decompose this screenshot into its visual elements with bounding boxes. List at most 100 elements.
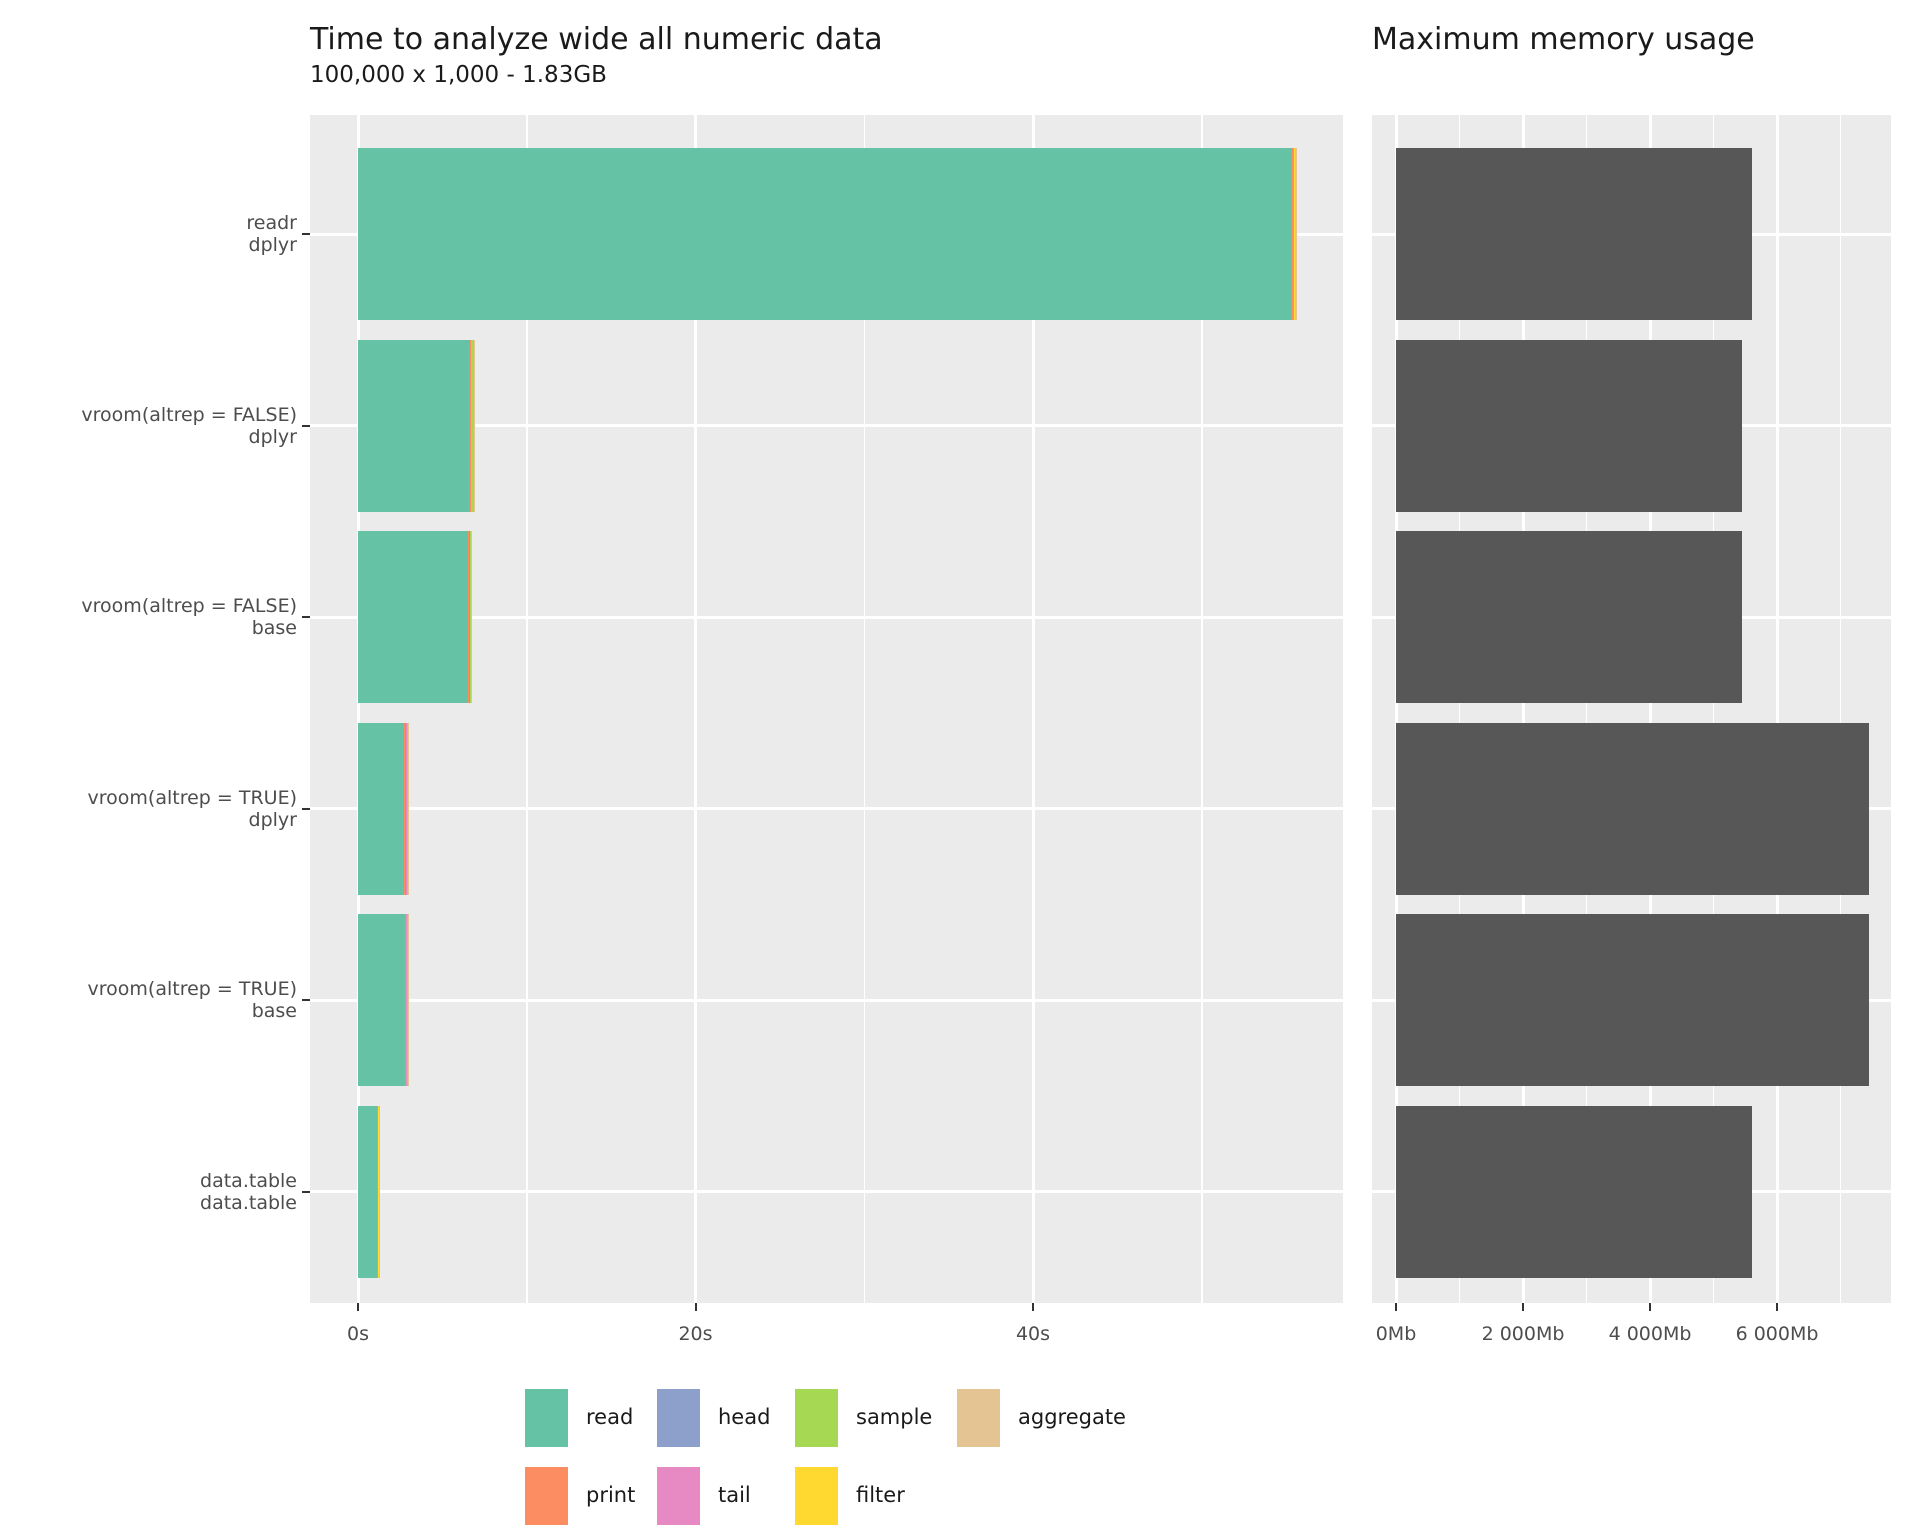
x-tick-mark: [694, 1303, 697, 1311]
time-bar-segment-read: [358, 722, 404, 895]
category-label: data.table data.table: [17, 1170, 297, 1214]
legend-key-filter: [795, 1467, 838, 1525]
time-bar-segment-read: [358, 148, 1293, 320]
y-tick-mark: [302, 807, 310, 810]
memory-bar: [1396, 531, 1743, 703]
legend-label-tail: tail: [718, 1483, 751, 1507]
x-minor-gridline: [1201, 115, 1203, 1303]
time-bar-segment-sample: [407, 914, 408, 1086]
time-bar-segment-tail: [405, 722, 407, 895]
x-major-gridline: [1521, 115, 1525, 1303]
category-label: readr dplyr: [17, 212, 297, 256]
x-tick-mark: [1649, 1303, 1651, 1311]
y-gridline: [310, 1190, 1343, 1193]
category-label-line2: dplyr: [248, 425, 297, 448]
y-gridline: [310, 615, 1343, 619]
legend-label-sample: sample: [856, 1405, 933, 1429]
category-label-line2: base: [251, 617, 297, 639]
legend-key-tail: [657, 1467, 700, 1525]
x-tick-label: 4 000Mb: [1608, 1323, 1692, 1345]
time-bar-segment-print: [376, 1105, 378, 1278]
time-bar-segment-print: [403, 722, 406, 895]
y-tick-mark: [302, 999, 310, 1001]
time-bar-segment-tail: [406, 914, 408, 1086]
x-major-gridline: [1775, 115, 1779, 1303]
x-tick-mark: [357, 1303, 359, 1311]
x-minor-gridline: [863, 115, 865, 1303]
legend-key-sample: [795, 1389, 838, 1447]
time-bar-segment-print: [469, 339, 471, 512]
y-gridline: [310, 807, 1343, 810]
legend-label-filter: filter: [856, 1483, 905, 1507]
x-tick-label: 0Mb: [1375, 1323, 1417, 1345]
legend-label-read: read: [586, 1405, 634, 1429]
time-chart-panel: [310, 115, 1343, 1303]
x-minor-gridline: [1458, 115, 1461, 1303]
x-tick-label: 40s: [1015, 1323, 1051, 1345]
memory-chart-panel: [1372, 115, 1891, 1303]
x-tick-mark: [1776, 1303, 1778, 1311]
time-bar-segment-sample: [1293, 148, 1295, 320]
x-major-gridline: [1648, 115, 1652, 1303]
legend-key-head: [657, 1389, 700, 1447]
y-gridline: [310, 424, 1343, 427]
time-bar-segment-aggregate: [1294, 148, 1298, 320]
memory-bar: [1396, 1105, 1752, 1278]
y-tick-mark: [302, 233, 310, 235]
x-tick-label: 0s: [347, 1323, 369, 1345]
x-tick-label: 20s: [678, 1323, 713, 1345]
time-bar-segment-sample: [471, 339, 475, 512]
x-minor-gridline: [526, 115, 528, 1303]
time-bar-segment-read: [358, 531, 469, 703]
time-bar-segment-head: [405, 722, 406, 895]
time-bar-segment-filter: [407, 722, 409, 895]
x-major-gridline: [356, 115, 360, 1303]
memory-bar: [1396, 339, 1743, 512]
y-tick-mark: [302, 616, 310, 618]
time-chart-title: Time to analyze wide all numeric data: [310, 22, 883, 57]
x-tick-label: 2 000Mb: [1481, 1323, 1565, 1345]
y-gridline: [310, 998, 1343, 1002]
category-label: vroom(altrep = TRUE) base: [17, 978, 297, 1022]
legend-key-aggregate: [957, 1389, 1000, 1447]
memory-bar: [1396, 914, 1870, 1086]
x-tick-label: 6 000Mb: [1735, 1323, 1819, 1345]
legend-key-read: [525, 1389, 568, 1447]
x-minor-gridline: [1839, 115, 1842, 1303]
legend-label-head: head: [718, 1405, 771, 1429]
x-tick-mark: [1522, 1303, 1524, 1311]
time-bar-segment-print: [404, 914, 406, 1086]
legend-label-print: print: [586, 1483, 636, 1507]
time-bar-segment-aggregate: [470, 531, 472, 703]
x-minor-gridline: [1585, 115, 1588, 1303]
category-label-line2: dplyr: [248, 808, 297, 831]
category-label-line2: dplyr: [248, 234, 297, 256]
time-bar-segment-aggregate: [408, 914, 410, 1086]
time-bar-segment-print: [1292, 148, 1294, 320]
category-label-line2: data.table: [200, 1191, 297, 1214]
category-label: vroom(altrep = FALSE) dplyr: [17, 404, 297, 448]
time-bar-segment-read: [358, 1105, 377, 1278]
time-bar-segment-aggregate: [474, 339, 476, 512]
x-minor-gridline: [1712, 115, 1715, 1303]
time-chart-subtitle: 100,000 x 1,000 - 1.83GB: [310, 62, 607, 88]
time-bar-segment-sample: [406, 722, 408, 895]
legend-label-aggregate: aggregate: [1018, 1405, 1126, 1429]
x-major-gridline: [1394, 115, 1398, 1303]
category-label-line2: base: [251, 1000, 297, 1022]
x-major-gridline: [694, 115, 697, 1303]
time-bar-segment-read: [358, 914, 405, 1086]
time-bar-segment-print: [468, 531, 470, 703]
time-bar-segment-read: [358, 339, 470, 512]
memory-chart-title: Maximum memory usage: [1372, 22, 1755, 57]
category-label: vroom(altrep = FALSE) base: [17, 595, 297, 639]
x-tick-mark: [1032, 1303, 1034, 1311]
legend-key-print: [525, 1467, 568, 1525]
y-tick-mark: [302, 1190, 310, 1193]
y-tick-mark: [302, 424, 310, 427]
x-major-gridline: [1031, 115, 1035, 1303]
memory-bar: [1396, 722, 1870, 895]
time-bar-segment-aggregate: [408, 722, 410, 895]
memory-bar: [1396, 148, 1752, 320]
